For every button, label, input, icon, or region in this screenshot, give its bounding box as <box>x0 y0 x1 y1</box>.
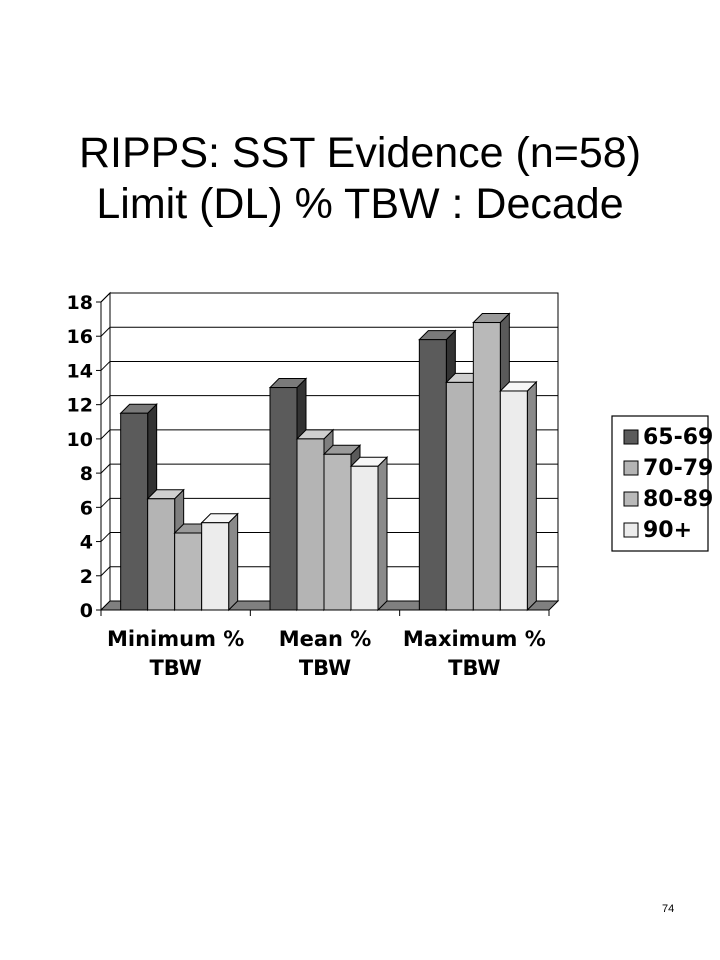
bar-80-89-1 <box>323 453 352 611</box>
legend-swatch <box>623 491 639 507</box>
gridline-side <box>100 566 111 577</box>
y-tick-label: 10 <box>67 429 93 451</box>
x-category-label: Maximum % <box>403 627 546 651</box>
legend-swatch <box>623 522 639 538</box>
bar-side <box>228 512 239 612</box>
bar-80-89-0 <box>174 532 203 611</box>
y-tick-label: 8 <box>80 463 93 485</box>
bar-65-69-1 <box>269 387 298 611</box>
y-tick-label: 14 <box>67 360 93 382</box>
bar-70-79-1 <box>296 438 325 611</box>
bar-65-69-0 <box>120 412 149 611</box>
gridline-side <box>100 497 111 508</box>
y-tick-label: 2 <box>80 566 93 588</box>
bar-70-79-2 <box>445 381 474 611</box>
bar-80-89-2 <box>472 322 501 611</box>
gridline-side <box>100 395 111 406</box>
legend-swatch <box>623 460 639 476</box>
x-category-label: TBW <box>448 656 500 680</box>
x-category-label: Mean % <box>279 627 372 651</box>
legend-label: 70-79 <box>643 456 713 481</box>
y-tick-label: 4 <box>80 532 93 554</box>
y-tick-label: 6 <box>80 497 93 519</box>
y-tick-label: 18 <box>67 292 93 314</box>
legend-swatch <box>623 429 639 445</box>
slide-title-line-2: Limit (DL) % TBW : Decade <box>96 180 624 228</box>
gridline-side <box>100 532 111 542</box>
bar-65-69-2 <box>418 339 447 611</box>
bar-90+-0 <box>201 522 230 611</box>
legend-label: 90+ <box>643 518 692 543</box>
bar-90+-2 <box>499 390 528 611</box>
x-category-label: TBW <box>299 656 351 680</box>
slide-title-line-1: RIPPS: SST Evidence (n=58) <box>78 129 642 177</box>
bar-90+-1 <box>350 465 379 611</box>
y-tick-label: 16 <box>67 326 93 348</box>
legend-label: 65-69 <box>643 425 713 450</box>
y-tick-label: 12 <box>67 395 93 417</box>
x-category-label: TBW <box>149 656 201 680</box>
gridline-side <box>100 361 111 371</box>
legend-label: 80-89 <box>643 487 713 512</box>
gridline-side <box>100 292 111 303</box>
y-tick-label: 0 <box>80 600 93 622</box>
bar-side <box>377 456 388 612</box>
bar-70-79-0 <box>147 498 176 611</box>
bar-side <box>526 380 537 612</box>
plot-side-wall <box>100 291 111 612</box>
gridline-side <box>100 326 111 337</box>
x-category-label: Minimum % <box>107 627 244 651</box>
gridline-side <box>100 463 111 474</box>
gridline-side <box>100 429 111 440</box>
page-number: 74 <box>662 903 675 915</box>
